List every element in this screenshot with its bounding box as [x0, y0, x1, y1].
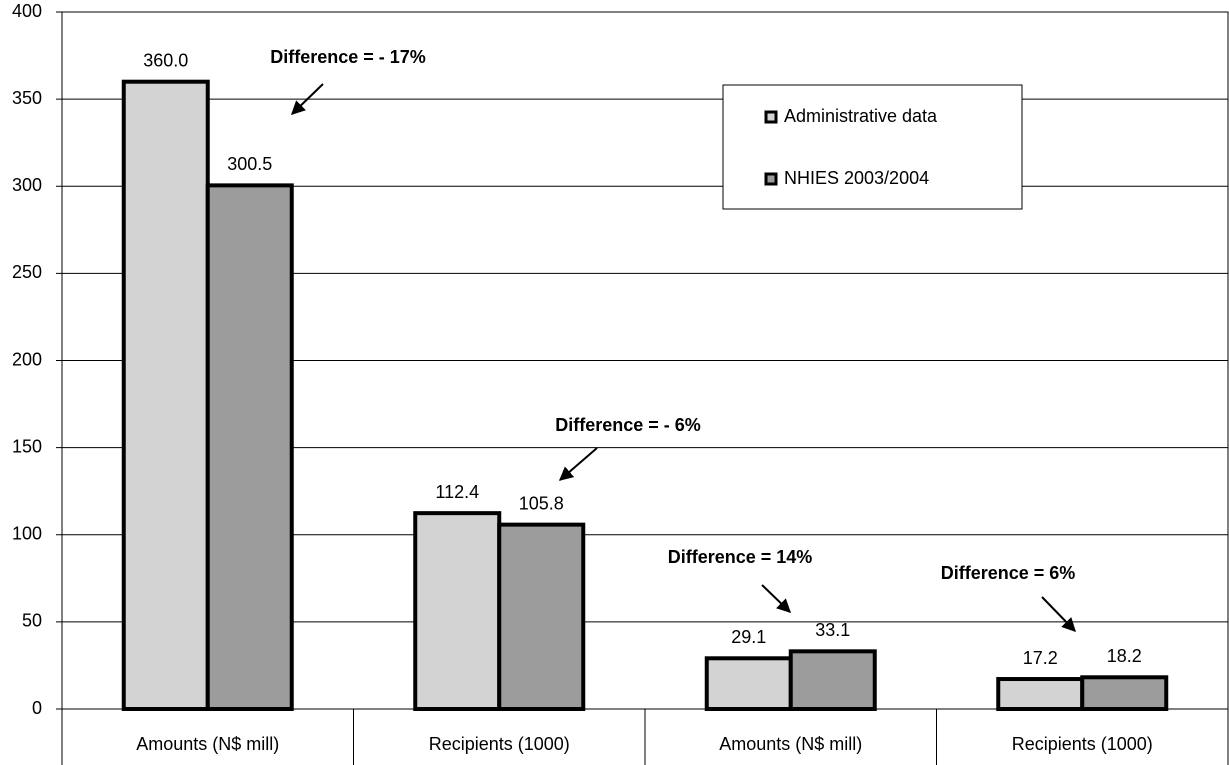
annotation-arrow	[558, 447, 598, 481]
legend-label: NHIES 2003/2004	[784, 168, 929, 188]
annotation-arrow	[1041, 596, 1076, 633]
y-tick-label: 300	[12, 175, 42, 195]
annotation-arrow	[761, 584, 792, 613]
annotation: Difference = 14%	[668, 547, 813, 567]
y-tick-label: 400	[12, 1, 42, 21]
annotation: Difference = - 17%	[270, 47, 426, 67]
y-tick-label: 50	[22, 611, 42, 631]
bar	[996, 677, 1085, 711]
bar	[788, 649, 877, 711]
y-tick-label: 250	[12, 262, 42, 282]
value-label: 33.1	[815, 620, 850, 640]
annotation: Difference = 6%	[941, 563, 1076, 583]
x-tick-label: Recipients (1000)	[1012, 734, 1153, 754]
value-label: 29.1	[731, 627, 766, 647]
y-tick-label: 100	[12, 524, 42, 544]
bar	[413, 511, 502, 711]
legend-swatch	[764, 172, 778, 186]
y-tick-label: 350	[12, 88, 42, 108]
legend-box	[722, 84, 1023, 210]
annotation: Difference = - 6%	[555, 415, 701, 435]
x-tick-label: Amounts (N$ mill)	[719, 734, 862, 754]
value-label: 17.2	[1023, 648, 1058, 668]
bar	[704, 656, 793, 712]
value-label: 360.0	[143, 50, 188, 70]
annotation-arrow	[290, 83, 324, 115]
bar	[205, 183, 294, 712]
y-tick-label: 0	[32, 698, 42, 718]
y-tick-label: 200	[12, 349, 42, 369]
value-label: 105.8	[519, 493, 564, 513]
legend-label: Administrative data	[784, 106, 938, 126]
x-tick-label: Amounts (N$ mill)	[136, 734, 279, 754]
value-label: 18.2	[1107, 646, 1142, 666]
value-label: 112.4	[435, 482, 479, 502]
bar	[1080, 675, 1169, 711]
legend-swatch	[764, 110, 778, 124]
x-tick-label: Recipients (1000)	[429, 734, 570, 754]
bar	[497, 522, 586, 711]
value-label: 300.5	[227, 154, 272, 174]
y-tick-label: 150	[12, 436, 42, 456]
bar	[121, 79, 210, 711]
